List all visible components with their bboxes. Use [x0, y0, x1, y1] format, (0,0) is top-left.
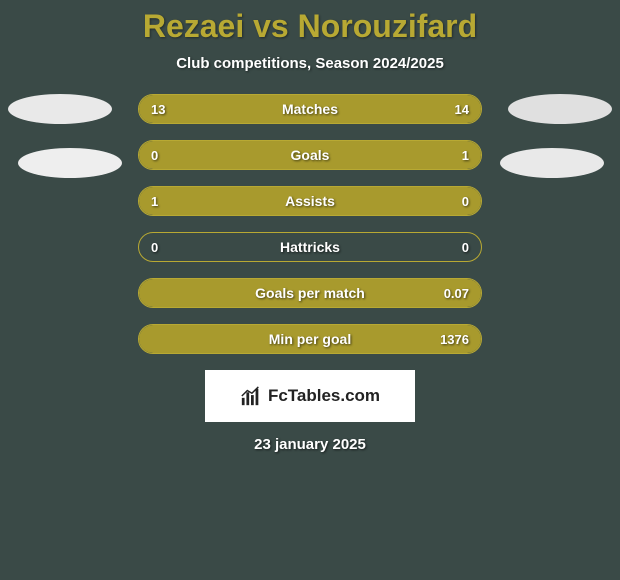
- stat-bar-min-per-goal: 1376 Min per goal: [138, 324, 482, 354]
- stat-label: Hattricks: [139, 233, 481, 261]
- bar-fill-left: [139, 187, 399, 215]
- bar-fill-left: [139, 141, 201, 169]
- stat-bar-hattricks: 0 0 Hattricks: [138, 232, 482, 262]
- player-left-portrait-1: [8, 94, 112, 124]
- bar-fill-right: [304, 95, 481, 123]
- logo-text: FcTables.com: [268, 386, 380, 406]
- fctables-logo: FcTables.com: [205, 370, 415, 422]
- comparison-arena: 13 14 Matches 0 1 Goals 1 0 Assists 0 0 …: [0, 94, 620, 354]
- player-right-portrait-1: [508, 94, 612, 124]
- stat-bar-goals-per-match: 0.07 Goals per match: [138, 278, 482, 308]
- player-right-portrait-2: [500, 148, 604, 178]
- stat-value-right: 0: [450, 233, 481, 261]
- bar-fill-right: [201, 141, 481, 169]
- stat-value-left: 0: [139, 233, 170, 261]
- stat-bar-matches: 13 14 Matches: [138, 94, 482, 124]
- bar-fill-full: [139, 325, 481, 353]
- player-left-portrait-2: [18, 148, 122, 178]
- stat-bars: 13 14 Matches 0 1 Goals 1 0 Assists 0 0 …: [138, 94, 482, 354]
- stat-bar-goals: 0 1 Goals: [138, 140, 482, 170]
- bar-fill-left: [139, 95, 304, 123]
- bar-fill-full: [139, 279, 481, 307]
- stat-bar-assists: 1 0 Assists: [138, 186, 482, 216]
- bar-chart-icon: [240, 385, 262, 407]
- page-title: Rezaei vs Norouzifard: [0, 0, 620, 45]
- subtitle: Club competitions, Season 2024/2025: [0, 55, 620, 72]
- snapshot-date: 23 january 2025: [0, 436, 620, 453]
- bar-fill-right: [399, 187, 481, 215]
